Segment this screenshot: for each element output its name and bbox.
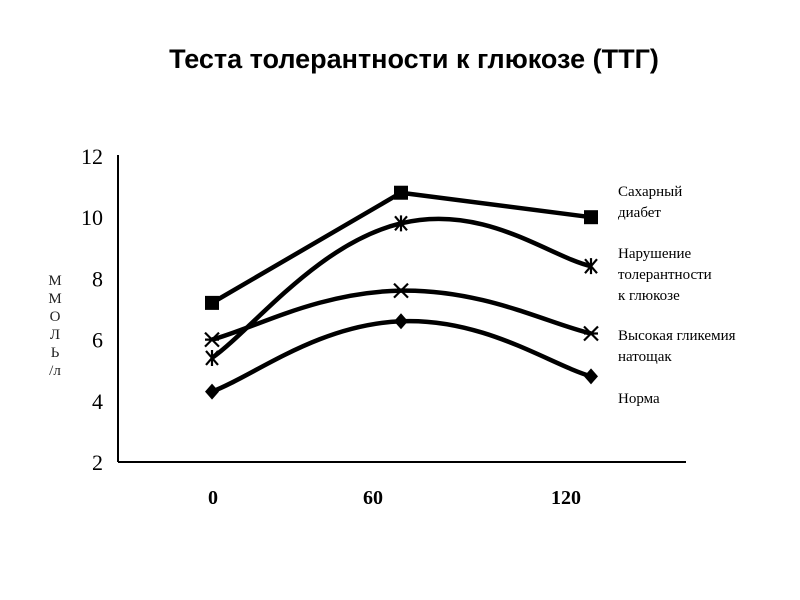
cross-marker (583, 325, 599, 342)
x-tick-label: 120 (551, 487, 581, 509)
asterisk-marker (205, 349, 219, 366)
x-tick-label: 60 (363, 487, 383, 509)
diamond-marker (394, 313, 408, 330)
cross-marker (393, 282, 409, 299)
legend-label: диабет (618, 205, 661, 221)
asterisk-marker (394, 215, 408, 232)
series-line (211, 318, 592, 394)
legend-label: толерантности (618, 267, 712, 283)
diamond-marker (584, 368, 598, 385)
square-marker (394, 185, 408, 200)
y-axis-label: М (48, 291, 61, 307)
x-tick-label: 0 (208, 487, 218, 509)
y-tick-label: 12 (81, 144, 103, 169)
y-tick-label: 4 (92, 389, 103, 414)
legend-label: Нарушение (618, 246, 692, 262)
y-tick-label: 8 (92, 266, 103, 291)
y-tick-label: 6 (92, 328, 103, 353)
chart-title: Теста толерантности к глюкозе (ТТГ) (169, 44, 659, 74)
legend-label: к глюкозе (618, 288, 680, 304)
y-tick-label: 2 (92, 450, 103, 475)
asterisk-marker (584, 258, 598, 275)
legend-label: Высокая гликемия (618, 328, 736, 344)
legend-label: Норма (618, 391, 660, 407)
y-tick-label: 10 (81, 205, 103, 230)
diamond-marker (205, 383, 219, 400)
y-axis-label: Л (50, 327, 60, 343)
legend-label: натощак (618, 349, 672, 365)
y-axis-label: М (48, 273, 61, 289)
series-line (210, 190, 592, 305)
cross-marker (204, 331, 220, 348)
y-axis-label: /л (49, 363, 61, 379)
square-marker (584, 210, 598, 225)
y-axis-label: Ь (51, 345, 60, 361)
y-axis-label: О (50, 309, 61, 325)
legend-label: Сахарный (618, 184, 682, 200)
square-marker (205, 295, 219, 310)
